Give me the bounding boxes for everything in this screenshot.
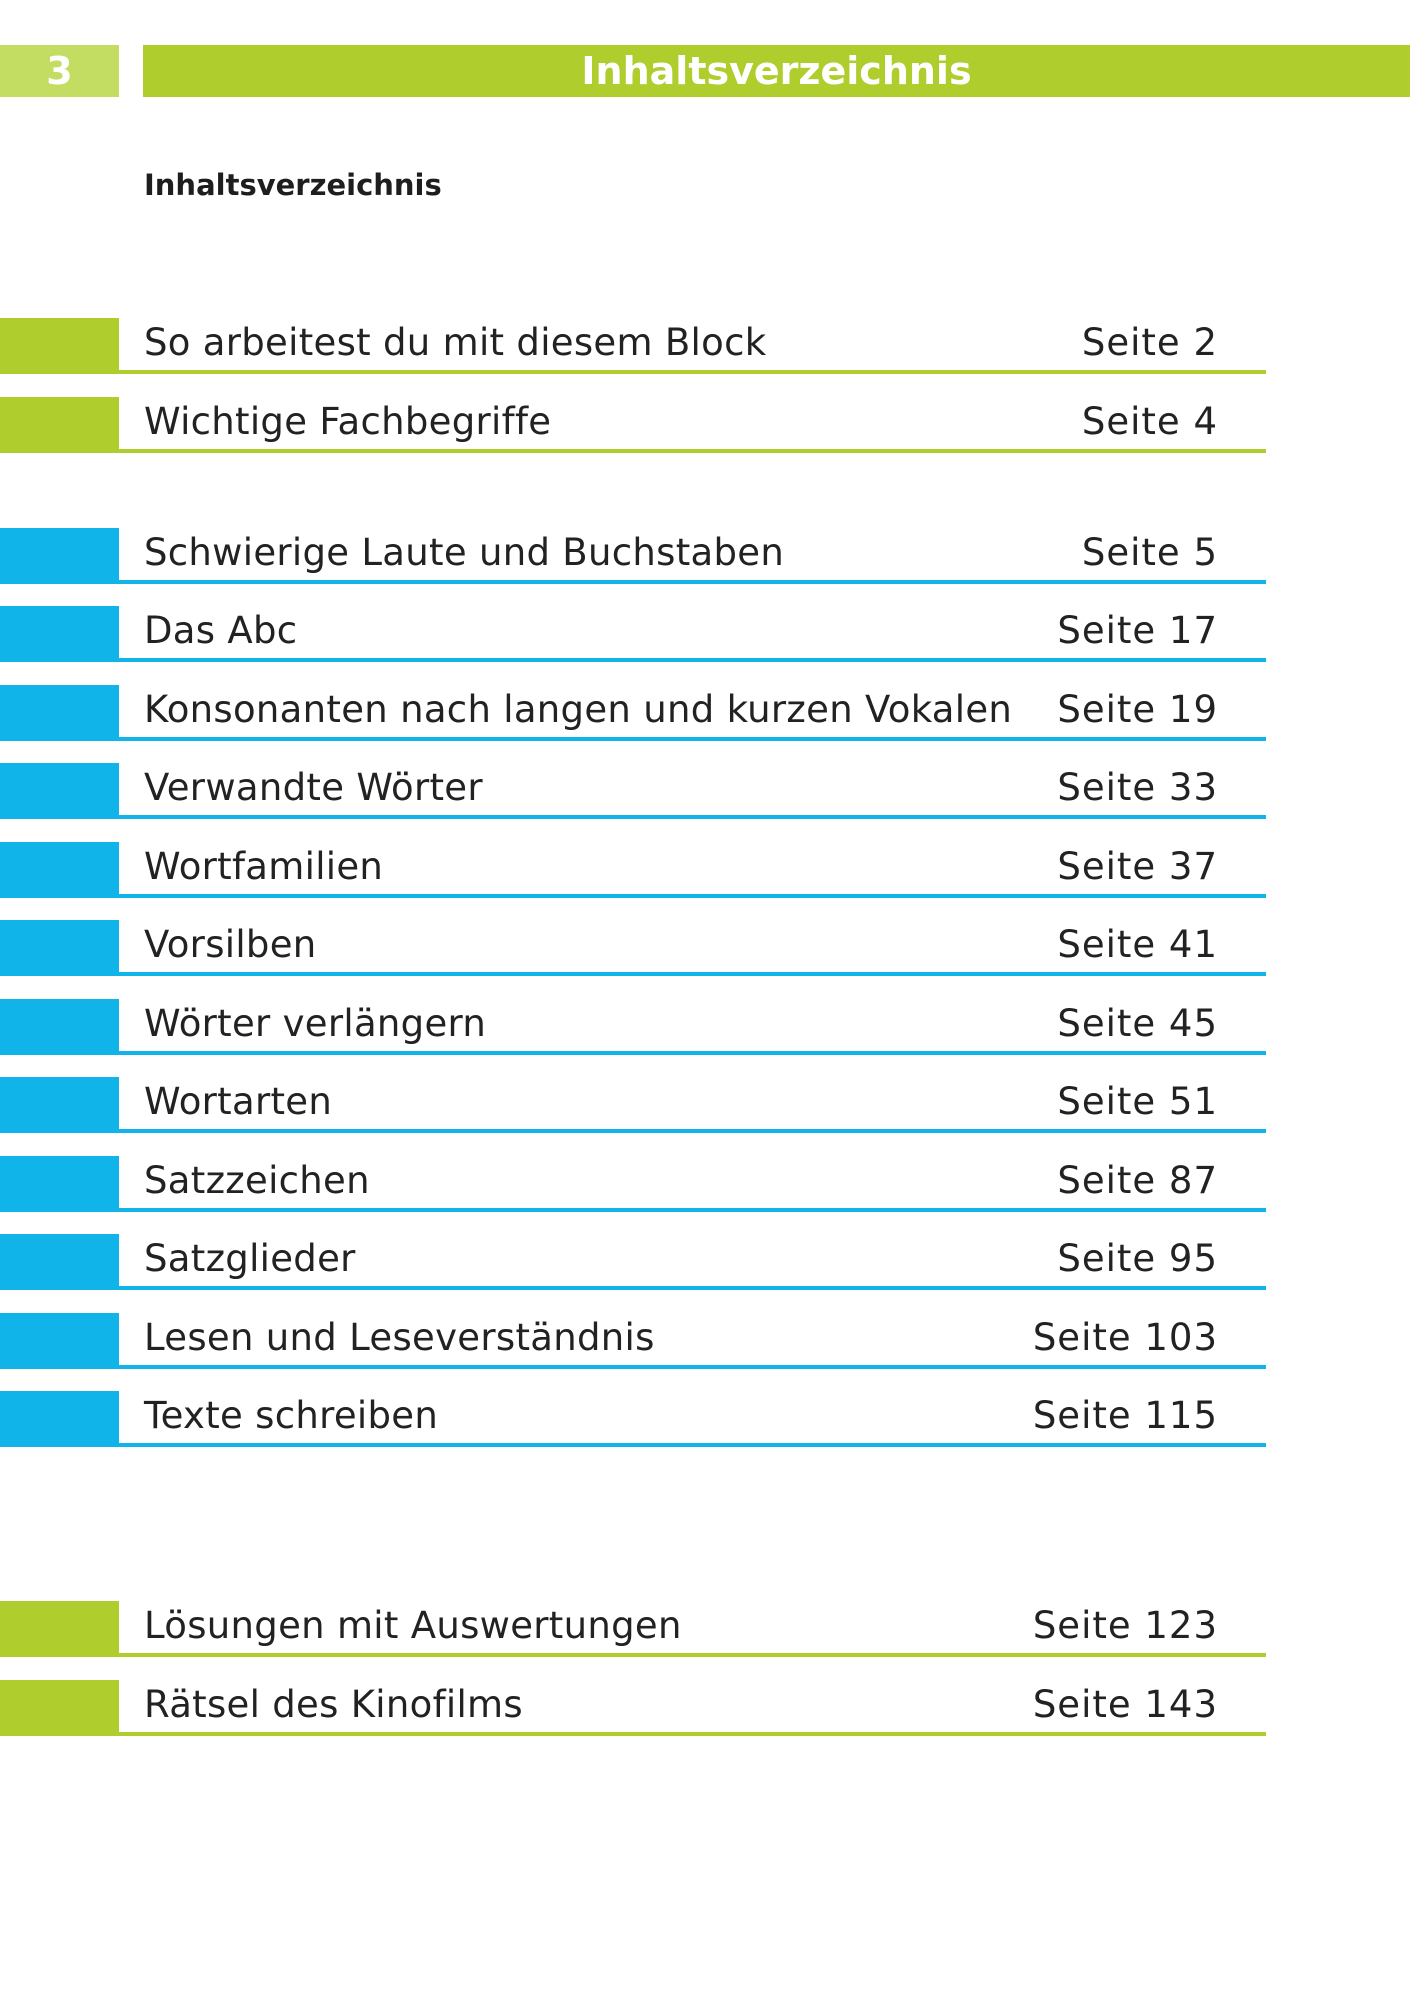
toc-entry-title: Rätsel des Kinofilms xyxy=(144,1683,523,1726)
toc-entry-title: Wichtige Fachbegriffe xyxy=(144,400,552,443)
section-heading: Inhaltsverzeichnis xyxy=(144,168,442,202)
toc-entry-title: Wortfamilien xyxy=(144,845,384,888)
divider xyxy=(119,1732,1266,1736)
toc-entry-page: Seite 87 xyxy=(1057,1159,1218,1202)
color-marker xyxy=(0,920,119,976)
toc-entry-page: Seite 123 xyxy=(1032,1604,1218,1647)
toc-entry-title: Texte schreiben xyxy=(144,1394,439,1437)
divider xyxy=(119,449,1266,453)
color-marker xyxy=(0,1680,119,1736)
color-marker xyxy=(0,1156,119,1212)
color-marker xyxy=(0,1313,119,1369)
divider xyxy=(119,370,1266,374)
toc-entry-page: Seite 19 xyxy=(1057,688,1218,731)
toc-entry[interactable]: Wortfamilien Seite 37 xyxy=(0,842,1266,898)
toc-entry-title: Das Abc xyxy=(144,609,298,652)
toc-entry-page: Seite 5 xyxy=(1081,531,1218,574)
toc-entry[interactable]: Rätsel des Kinofilms Seite 143 xyxy=(0,1680,1266,1736)
toc-entry-title: Lösungen mit Auswertungen xyxy=(144,1604,682,1647)
toc-entry-page: Seite 103 xyxy=(1032,1316,1218,1359)
divider xyxy=(119,1653,1266,1657)
toc-entry[interactable]: Das Abc Seite 17 xyxy=(0,606,1266,662)
toc-entry[interactable]: Lesen und Leseverständnis Seite 103 xyxy=(0,1313,1266,1369)
divider xyxy=(119,658,1266,662)
toc-entry-title: Verwandte Wörter xyxy=(144,766,483,809)
color-marker xyxy=(0,1234,119,1290)
color-marker xyxy=(0,1601,119,1657)
toc-entry-page: Seite 33 xyxy=(1057,766,1218,809)
divider xyxy=(119,1286,1266,1290)
toc-entry-page: Seite 2 xyxy=(1081,321,1218,364)
divider xyxy=(119,1443,1266,1447)
color-marker xyxy=(0,1077,119,1133)
toc-entry[interactable]: Wörter verlängern Seite 45 xyxy=(0,999,1266,1055)
toc-entry-page: Seite 37 xyxy=(1057,845,1218,888)
toc-entry[interactable]: Wichtige Fachbegriffe Seite 4 xyxy=(0,397,1266,453)
toc-entry[interactable]: Vorsilben Seite 41 xyxy=(0,920,1266,976)
divider xyxy=(119,1365,1266,1369)
color-marker xyxy=(0,1391,119,1447)
toc-entry-page: Seite 143 xyxy=(1032,1683,1218,1726)
toc-entry-page: Seite 95 xyxy=(1057,1237,1218,1280)
color-marker xyxy=(0,763,119,819)
toc-entry[interactable]: Wortarten Seite 51 xyxy=(0,1077,1266,1133)
toc-entry-title: Lesen und Leseverständnis xyxy=(144,1316,655,1359)
toc-entry[interactable]: Schwierige Laute und Buchstaben Seite 5 xyxy=(0,528,1266,584)
toc-entry[interactable]: So arbeitest du mit diesem Block Seite 2 xyxy=(0,318,1266,374)
toc-entry[interactable]: Konsonanten nach langen und kurzen Vokal… xyxy=(0,685,1266,741)
page-number: 3 xyxy=(0,45,119,97)
divider xyxy=(119,1129,1266,1133)
toc-entry-page: Seite 115 xyxy=(1032,1394,1218,1437)
divider xyxy=(119,580,1266,584)
color-marker xyxy=(0,842,119,898)
toc-entry[interactable]: Lösungen mit Auswertungen Seite 123 xyxy=(0,1601,1266,1657)
divider xyxy=(119,815,1266,819)
toc-entry-title: Satzglieder xyxy=(144,1237,356,1280)
color-marker xyxy=(0,685,119,741)
divider xyxy=(119,1051,1266,1055)
divider xyxy=(119,737,1266,741)
toc-entry-title: Schwierige Laute und Buchstaben xyxy=(144,531,785,574)
toc-entry[interactable]: Verwandte Wörter Seite 33 xyxy=(0,763,1266,819)
toc-entry[interactable]: Satzzeichen Seite 87 xyxy=(0,1156,1266,1212)
color-marker xyxy=(0,528,119,584)
divider xyxy=(119,1208,1266,1212)
toc-entry-page: Seite 17 xyxy=(1057,609,1218,652)
divider xyxy=(119,894,1266,898)
toc-entry[interactable]: Satzglieder Seite 95 xyxy=(0,1234,1266,1290)
toc-entry-title: So arbeitest du mit diesem Block xyxy=(144,321,767,364)
color-marker xyxy=(0,397,119,453)
toc-entry-page: Seite 45 xyxy=(1057,1002,1218,1045)
toc-entry-title: Wortarten xyxy=(144,1080,333,1123)
toc-entry-page: Seite 41 xyxy=(1057,923,1218,966)
color-marker xyxy=(0,999,119,1055)
header-title: Inhaltsverzeichnis xyxy=(143,45,1410,97)
toc-entry-title: Vorsilben xyxy=(144,923,317,966)
toc-entry-title: Wörter verlängern xyxy=(144,1002,487,1045)
toc-entry-title: Konsonanten nach langen und kurzen Vokal… xyxy=(144,688,1013,731)
color-marker xyxy=(0,318,119,374)
toc-entry-title: Satzzeichen xyxy=(144,1159,370,1202)
toc-entry-page: Seite 51 xyxy=(1057,1080,1218,1123)
toc-entry[interactable]: Texte schreiben Seite 115 xyxy=(0,1391,1266,1447)
toc-entry-page: Seite 4 xyxy=(1081,400,1218,443)
divider xyxy=(119,972,1266,976)
color-marker xyxy=(0,606,119,662)
